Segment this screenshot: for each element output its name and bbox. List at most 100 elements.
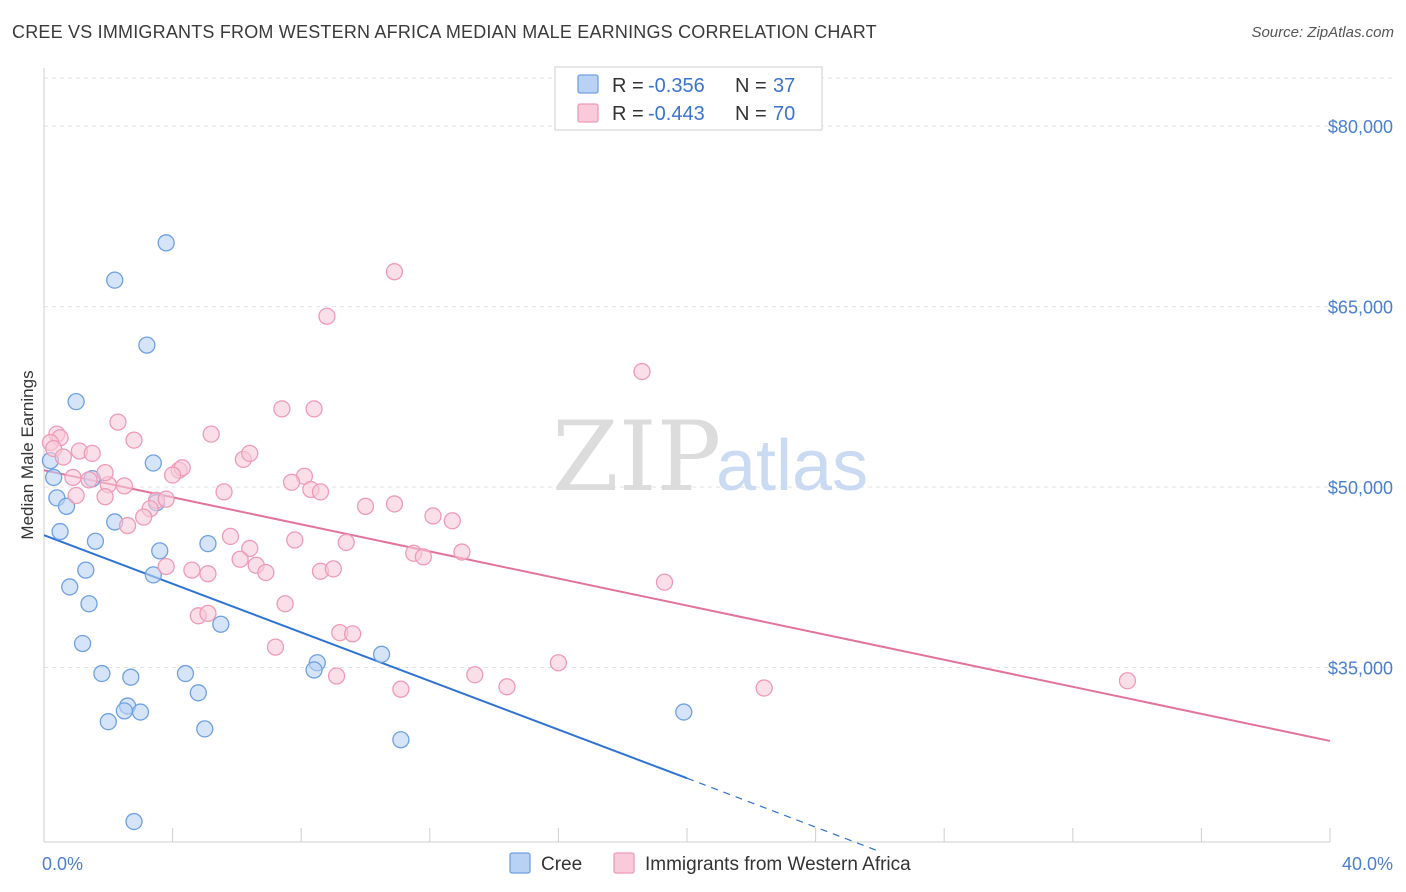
point-s1-69 — [64, 468, 82, 487]
point-s1-13 — [83, 444, 101, 463]
point-s0-34 — [196, 720, 214, 738]
point-s1-64 — [392, 680, 410, 698]
point-s0-16 — [77, 561, 95, 579]
point-s0-25 — [176, 664, 195, 683]
point-s1-4 — [305, 400, 323, 418]
chart-title: CREE VS IMMIGRANTS FROM WESTERN AFRICA M… — [12, 22, 877, 42]
point-s1-23 — [115, 477, 134, 495]
legend-swatch-immigrants — [577, 103, 599, 123]
point-s0-19 — [80, 595, 98, 613]
point-s0-1 — [106, 271, 124, 289]
legend-frame — [554, 66, 823, 131]
point-s1-51 — [324, 560, 343, 578]
point-s1-45 — [231, 550, 249, 568]
trend-line-0 — [43, 534, 688, 780]
point-s1-27 — [96, 488, 114, 506]
y-tick-label-0: $35,000 — [1328, 659, 1393, 679]
point-s1-2 — [633, 362, 651, 381]
trend-lines — [43, 469, 1331, 853]
point-s1-49 — [257, 563, 275, 582]
trend-line-ext-0 — [686, 777, 881, 853]
point-s0-18 — [61, 578, 79, 596]
y-tick-label-1: $50,000 — [1328, 478, 1393, 498]
y-tick-label-2: $65,000 — [1328, 298, 1393, 318]
point-s0-30 — [115, 702, 134, 720]
point-s1-28 — [215, 483, 233, 501]
point-s0-28 — [189, 684, 207, 702]
point-s0-32 — [99, 713, 117, 731]
x-tick-labels: 0.0% 40.0% — [42, 854, 1393, 874]
point-s0-13 — [86, 532, 105, 550]
point-s0-24 — [93, 664, 111, 683]
point-s1-36 — [443, 512, 461, 530]
point-s1-47 — [157, 557, 175, 576]
point-s1-65 — [755, 679, 773, 697]
point-s0-14 — [199, 534, 217, 553]
point-s1-59 — [266, 638, 285, 656]
legend-r-value-cree: -0.356 — [648, 75, 705, 97]
legend-n-label-immigrants: N = — [735, 103, 767, 125]
watermark-atlas: atlas — [716, 426, 868, 506]
point-s0-31 — [131, 703, 150, 721]
point-s1-5 — [109, 413, 127, 431]
legend-r-label-cree: R = — [612, 75, 644, 97]
x-tick-label-0: 0.0% — [42, 854, 83, 874]
point-s1-37 — [118, 516, 137, 535]
legend-swatch-cree — [577, 74, 599, 94]
point-s1-54 — [276, 595, 294, 613]
point-s1-21 — [80, 471, 98, 489]
legend-n-value-cree: 37 — [773, 75, 795, 97]
y-tick-label-3: $80,000 — [1328, 117, 1393, 137]
point-s1-32 — [385, 495, 404, 513]
grid-lines — [44, 77, 1393, 669]
point-s1-30 — [157, 490, 175, 508]
point-s0-5 — [144, 454, 162, 472]
point-s1-67 — [311, 483, 330, 501]
point-s1-58 — [343, 625, 362, 643]
bottom-legend-label-cree: Cree — [541, 854, 582, 875]
point-s0-9 — [57, 497, 76, 515]
point-s1-60 — [549, 654, 568, 672]
x-tick-label-1: 40.0% — [1342, 854, 1393, 874]
point-s1-16 — [241, 444, 259, 463]
point-s1-39 — [286, 531, 304, 549]
point-s1-10 — [202, 425, 220, 443]
bottom-legend-swatch-immigrants — [613, 852, 635, 874]
bottom-legend: Cree Immigrants from Western Africa — [509, 852, 911, 875]
point-s1-0 — [385, 263, 404, 281]
point-s0-6 — [44, 468, 63, 487]
point-s1-26 — [67, 486, 85, 505]
point-s1-41 — [241, 539, 259, 558]
point-s1-11 — [125, 431, 143, 449]
bottom-legend-swatch-cree — [509, 852, 531, 874]
point-s0-26 — [305, 661, 323, 679]
data-points — [41, 234, 1137, 831]
point-s0-20 — [212, 615, 230, 633]
point-s1-40 — [337, 533, 355, 552]
legend-r-value-immigrants: -0.443 — [648, 103, 705, 125]
legend-n-value-immigrants: 70 — [773, 103, 795, 125]
point-s1-68 — [96, 463, 114, 482]
point-s0-27 — [122, 668, 140, 686]
point-s1-66 — [1118, 672, 1137, 690]
point-s1-14 — [54, 448, 72, 466]
bottom-legend-label-immigrants: Immigrants from Western Africa — [645, 854, 911, 875]
point-s1-19 — [163, 466, 182, 484]
legend: R = -0.356 N = 37 R = -0.443 N = 70 — [554, 66, 823, 131]
point-s1-34 — [135, 508, 153, 526]
point-s0-3 — [67, 392, 85, 411]
point-s1-1 — [318, 307, 336, 325]
point-s1-61 — [327, 667, 346, 685]
point-s1-35 — [424, 507, 442, 525]
point-s1-43 — [414, 548, 433, 566]
chart-source: Source: ZipAtlas.com — [1251, 24, 1394, 41]
point-s0-17 — [144, 566, 162, 584]
point-s1-48 — [183, 561, 201, 579]
point-s1-63 — [498, 678, 516, 696]
point-s0-0 — [157, 234, 175, 252]
point-s0-33 — [675, 703, 693, 721]
legend-n-label-cree: N = — [735, 75, 767, 97]
point-s0-2 — [138, 336, 156, 354]
point-s0-36 — [125, 812, 143, 831]
watermark-zip: ZIP — [552, 401, 721, 513]
